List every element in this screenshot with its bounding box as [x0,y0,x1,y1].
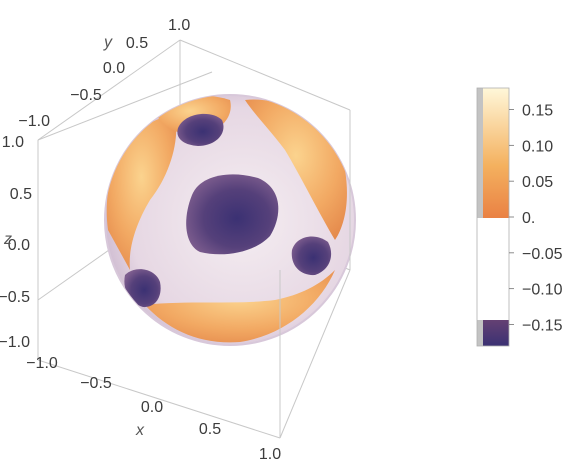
y-axis-label: y [103,34,113,51]
colorbar-neutral-band [477,218,509,320]
colorbar-tick-label: 0. [522,210,535,227]
y-tick-label: −1.0 [18,113,50,130]
y-tick-label: 0.5 [126,35,148,52]
x-axis: −1.0 −0.5 0.0 0.5 1.0 x [26,355,281,463]
y-axis: 1.0 0.5 0.0 −0.5 −1.0 y [18,17,190,130]
bounding-box-front [37,71,351,439]
y-tick-label: 1.0 [168,17,190,34]
x-tick-label: −0.5 [80,375,112,392]
orange-region-bottom [145,270,335,343]
x-axis-label: x [135,422,145,439]
z-axis: 1.0 0.5 0.0 −0.5 −1.0 z [0,134,32,351]
density-sphere [104,94,356,346]
colorbar-tick-label: 0.05 [522,174,553,191]
z-tick-label: 0.5 [10,186,32,203]
colorbar-ticks: 0.15 0.10 0.05 0. −0.05 −0.10 −0.15 [509,103,563,335]
y-tick-label: 0.0 [103,60,125,77]
purple-blob-left [124,269,161,308]
orange-region-left [106,115,177,270]
z-tick-label: 1.0 [2,134,24,151]
x-tick-label: 0.0 [141,399,163,416]
x-tick-label: −1.0 [26,355,58,372]
colorbar-left-strip-top [477,88,483,218]
colorbar-tick-label: −0.15 [522,318,563,335]
z-tick-label: −1.0 [0,334,30,351]
colorbar-tick-label: 0.15 [522,103,553,120]
x-tick-label: 0.5 [199,421,221,438]
colorbar-tick-label: −0.10 [522,282,563,299]
purple-blob-top [177,113,224,146]
purple-blob-center [186,174,279,255]
colorbar-left-strip-bottom [477,320,483,346]
purple-blob-right [291,236,332,276]
z-axis-label: z [3,231,12,248]
colorbar-tick-label: −0.05 [522,246,563,263]
colorbar: 0.15 0.10 0.05 0. −0.05 −0.10 −0.15 [476,87,563,347]
x-tick-label: 1.0 [259,446,281,463]
y-tick-label: −0.5 [70,87,102,104]
z-tick-label: 0.0 [8,237,30,254]
colorbar-tick-label: 0.10 [522,138,553,155]
z-tick-label: −0.5 [0,289,30,306]
